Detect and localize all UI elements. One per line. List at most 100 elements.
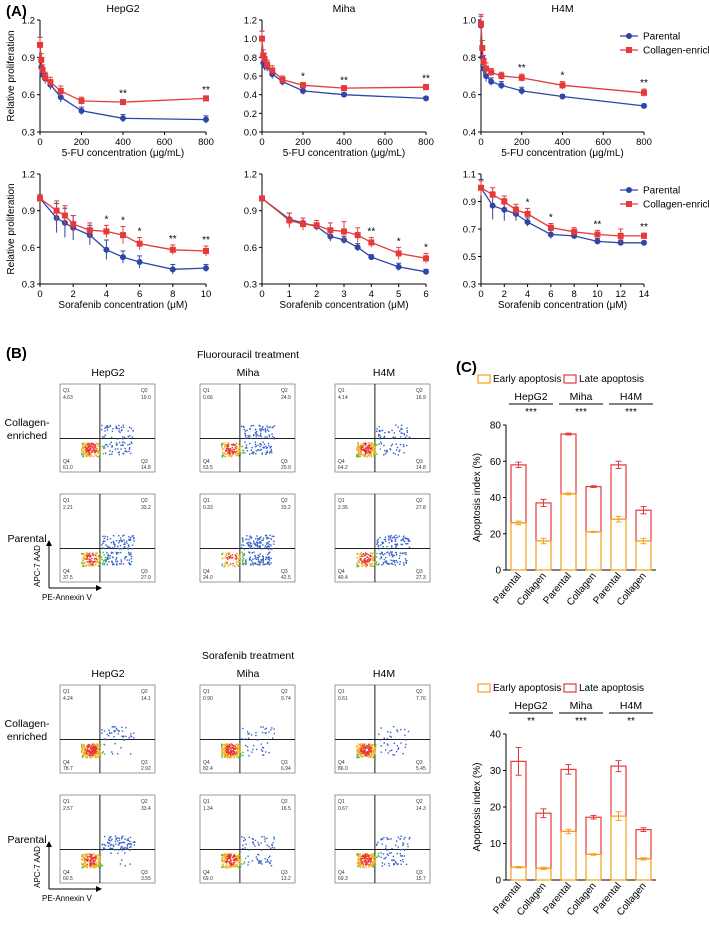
quadrant-label: Q2 — [281, 799, 288, 805]
event-dot — [114, 726, 116, 728]
event-dot — [264, 430, 267, 432]
event-dot — [104, 447, 106, 449]
event-dot — [256, 858, 258, 860]
event-dot — [359, 854, 361, 856]
event-dot — [226, 859, 229, 861]
event-dot — [383, 863, 386, 865]
event-dot — [376, 843, 378, 845]
row-label: Collagen-enriched — [5, 417, 50, 442]
event-dot — [104, 556, 107, 559]
event-dot — [407, 543, 409, 545]
event-dot — [364, 452, 367, 455]
event-dot — [250, 734, 253, 736]
event-dot — [132, 535, 134, 537]
quadrant-value-q1: 0.33 — [203, 505, 213, 511]
event-dot — [125, 735, 127, 738]
event-dot — [234, 861, 236, 863]
quadrant-label: Q3 — [141, 870, 148, 876]
event-dot — [128, 559, 131, 561]
event-dot — [101, 729, 103, 731]
event-dot — [83, 444, 85, 446]
event-dot — [111, 446, 113, 448]
group-label: H4M — [620, 700, 642, 712]
event-dot — [397, 836, 400, 838]
event-dot — [91, 560, 93, 563]
event-dot — [92, 755, 94, 758]
event-dot — [264, 436, 266, 438]
event-dot — [90, 564, 92, 566]
event-dot — [387, 551, 389, 553]
event-dot — [105, 559, 107, 561]
event-dot — [118, 839, 121, 841]
event-dot — [356, 565, 358, 567]
event-dot — [408, 539, 410, 541]
event-dot — [244, 430, 247, 432]
event-dot — [267, 426, 269, 429]
event-dot — [250, 449, 252, 451]
event-dot — [246, 731, 249, 733]
event-dot — [266, 860, 269, 862]
event-dot — [89, 862, 91, 864]
event-dot — [377, 548, 380, 550]
event-dot — [255, 541, 258, 543]
event-dot — [406, 427, 408, 429]
event-dot — [109, 847, 111, 849]
event-dot — [96, 753, 98, 755]
event-dot — [364, 558, 366, 560]
quadrant-label: Q4 — [338, 870, 345, 876]
event-dot — [83, 745, 86, 747]
event-dot — [404, 558, 407, 560]
event-dot — [378, 855, 380, 857]
event-dot — [81, 552, 83, 555]
event-dot — [86, 555, 88, 557]
event-dot — [236, 747, 238, 749]
event-dot — [359, 863, 361, 865]
quadrant-label: Q4 — [338, 760, 345, 766]
quadrant-value-q1: 2.21 — [63, 505, 73, 511]
event-dot — [378, 435, 380, 437]
event-dot — [397, 747, 400, 749]
event-dot — [224, 856, 226, 859]
event-dot — [383, 836, 385, 839]
event-dot — [94, 744, 97, 746]
event-dot — [99, 754, 102, 756]
event-dot — [252, 564, 254, 566]
quadrant-value-q2: 19.0 — [141, 395, 151, 401]
event-dot — [370, 860, 372, 862]
data-point — [488, 69, 495, 76]
data-point — [524, 219, 531, 226]
event-dot — [408, 540, 411, 542]
event-dot — [119, 537, 122, 539]
event-dot — [377, 855, 379, 857]
event-dot — [228, 743, 231, 746]
event-dot — [370, 565, 373, 568]
event-dot — [360, 755, 363, 757]
event-dot — [129, 846, 131, 848]
quadrant-label: Q4 — [63, 569, 70, 575]
event-dot — [118, 542, 120, 544]
event-dot — [91, 751, 93, 753]
event-dot — [223, 455, 226, 457]
event-dot — [361, 454, 363, 456]
event-dot — [387, 548, 390, 550]
y-tick-label: 20 — [490, 529, 502, 540]
event-dot — [365, 552, 367, 554]
event-dot — [98, 866, 101, 868]
event-dot — [256, 431, 258, 433]
event-dot — [239, 854, 241, 856]
event-dot — [382, 563, 385, 565]
event-dot — [397, 863, 399, 865]
event-dot — [370, 750, 372, 752]
event-dot — [395, 560, 398, 562]
event-dot — [262, 754, 264, 756]
event-dot — [111, 560, 113, 562]
event-dot — [265, 563, 267, 565]
event-dot — [255, 734, 257, 737]
quadrant-label: Q1 — [338, 799, 345, 805]
event-dot — [384, 561, 386, 563]
event-dot — [256, 544, 258, 546]
event-dot — [102, 563, 104, 566]
event-dot — [247, 861, 250, 863]
event-dot — [374, 446, 376, 448]
event-dot — [260, 435, 262, 438]
